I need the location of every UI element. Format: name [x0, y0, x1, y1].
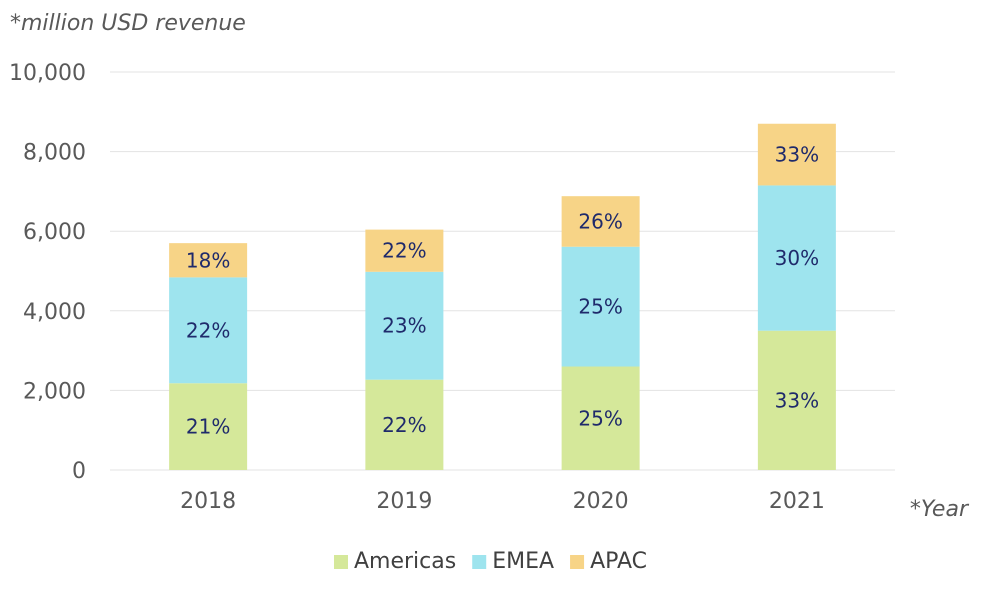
bar-segment-americas-2019	[365, 379, 444, 470]
legend-swatch-apac	[570, 555, 585, 569]
bars	[169, 123, 836, 470]
legend-label-emea: EMEA	[492, 549, 554, 574]
legend-swatch-emea	[472, 555, 487, 569]
y-tick-label: 4,000	[23, 300, 86, 325]
data-label-emea-2021: 30%	[775, 246, 819, 270]
y-tick-label: 8,000	[23, 141, 86, 166]
data-label-americas-2019: 22%	[382, 413, 426, 437]
data-label-apac-2020: 26%	[578, 209, 622, 233]
legend-label-americas: Americas	[354, 549, 456, 574]
y-tick-label: 2,000	[23, 379, 86, 404]
bar-segment-apac-2019	[365, 229, 444, 272]
y-axis-unit-label: *million USD revenue	[10, 11, 246, 36]
bar-segment-emea-2018	[169, 277, 248, 384]
bar-segment-emea-2019	[365, 271, 444, 380]
data-label-americas-2020: 25%	[578, 406, 622, 430]
y-axis-ticks: 0 2,000 4,000 6,000 8,000 10,000	[9, 61, 86, 484]
x-tick-label: 2019	[376, 489, 432, 514]
data-label-emea-2019: 23%	[382, 314, 426, 338]
x-tick-label: 2020	[573, 489, 629, 514]
data-label-emea-2020: 25%	[578, 295, 622, 319]
data-label-apac-2018: 18%	[186, 248, 230, 272]
data-label-apac-2021: 33%	[775, 143, 819, 167]
x-axis-unit-label: *Year	[910, 497, 970, 522]
bar-segment-apac-2020	[561, 196, 640, 247]
bar-segment-emea-2021	[757, 185, 836, 331]
data-label-apac-2019: 22%	[382, 239, 426, 263]
legend-swatch-americas	[334, 555, 348, 569]
x-axis-ticks: 2018 2019 2020 2021	[180, 489, 825, 514]
bar-segment-emea-2020	[561, 246, 640, 367]
y-tick-label: 6,000	[23, 220, 86, 245]
data-label-americas-2018: 21%	[186, 415, 230, 439]
x-tick-label: 2021	[769, 489, 825, 514]
legend: Americas EMEA APAC	[334, 549, 647, 574]
data-label-americas-2021: 33%	[775, 388, 819, 412]
bar-segment-americas-2018	[169, 383, 248, 470]
legend-label-apac: APAC	[590, 549, 647, 574]
data-labels: 21% 22% 18% 22% 23% 22% 25% 25% 26% 33% 30% 33%	[186, 143, 819, 439]
x-tick-label: 2018	[180, 489, 236, 514]
y-tick-label: 0	[72, 459, 86, 484]
data-label-emea-2018: 22%	[186, 318, 230, 342]
bar-segment-apac-2018	[169, 243, 248, 278]
bar-segment-americas-2020	[561, 366, 640, 470]
bar-segment-americas-2021	[757, 330, 836, 470]
y-tick-label: 10,000	[9, 61, 86, 86]
bar-segment-apac-2021	[757, 123, 836, 186]
